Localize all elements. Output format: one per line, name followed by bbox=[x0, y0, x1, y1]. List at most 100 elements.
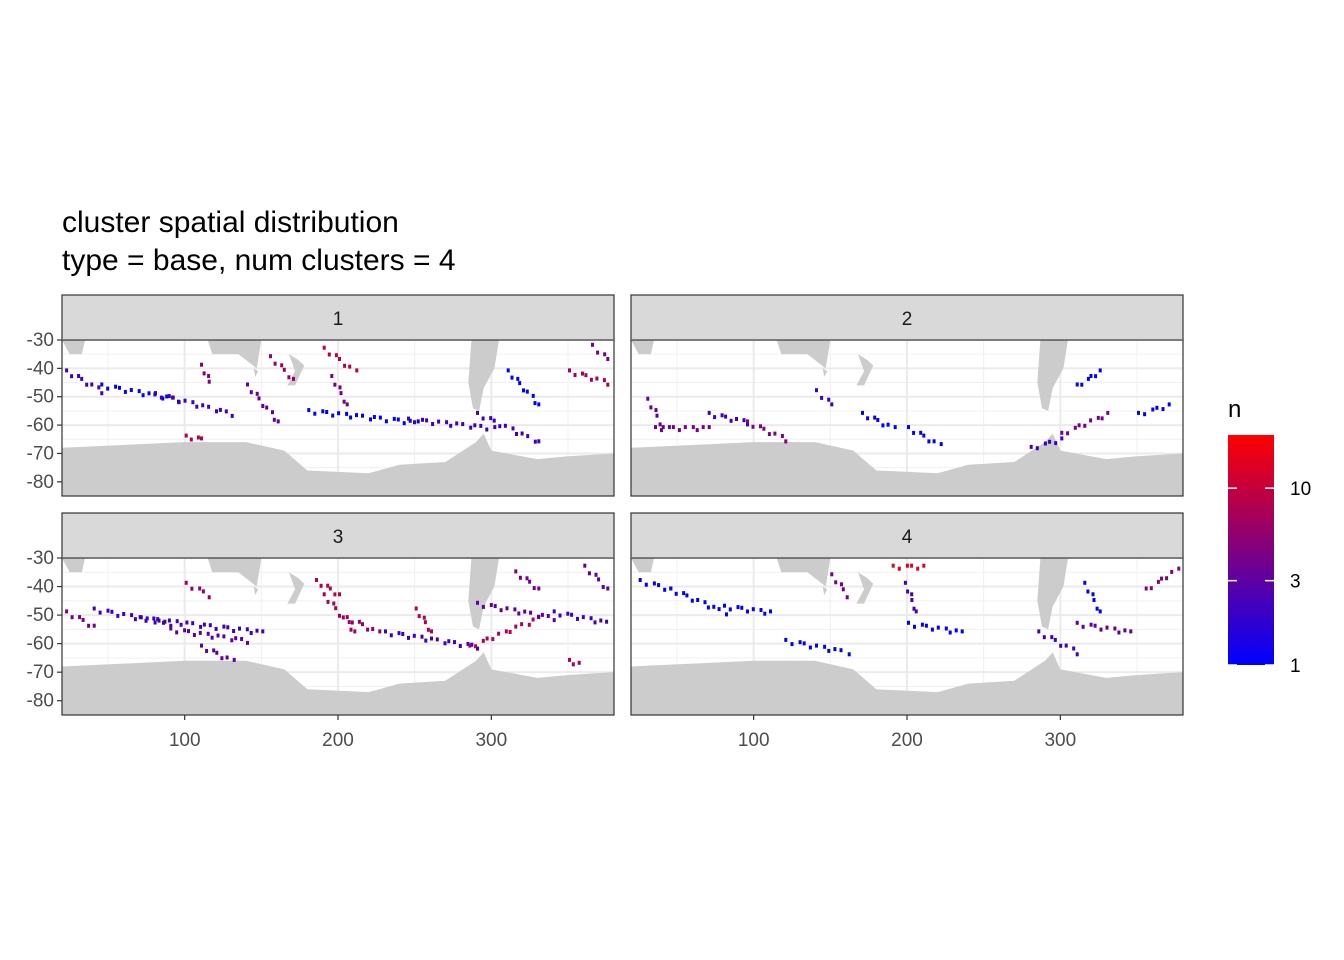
heatmap-tile bbox=[910, 592, 914, 597]
facet-strip-label: 3 bbox=[333, 527, 344, 548]
heatmap-tile bbox=[469, 425, 473, 430]
heatmap-tile bbox=[1117, 630, 1121, 635]
heatmap-tile bbox=[199, 624, 203, 629]
heatmap-tile bbox=[599, 618, 603, 623]
heatmap-tile bbox=[481, 416, 485, 421]
heatmap-tile bbox=[333, 592, 337, 597]
heatmap-tile bbox=[337, 411, 341, 416]
heatmap-tile bbox=[81, 617, 85, 622]
heatmap-tile bbox=[421, 417, 424, 422]
heatmap-tile bbox=[1106, 410, 1110, 415]
heatmap-tile bbox=[265, 405, 269, 410]
land-polygon bbox=[1037, 558, 1068, 630]
heatmap-tile bbox=[198, 630, 202, 635]
heatmap-tile bbox=[529, 610, 533, 615]
heatmap-tile bbox=[528, 579, 532, 584]
heatmap-tile bbox=[378, 629, 382, 634]
heatmap-tile bbox=[654, 408, 658, 413]
heatmap-tile bbox=[1083, 580, 1087, 585]
heatmap-tile bbox=[1059, 643, 1063, 648]
heatmap-tile bbox=[712, 604, 716, 609]
heatmap-tile bbox=[369, 417, 372, 422]
heatmap-tile bbox=[210, 635, 214, 640]
heatmap-tile bbox=[153, 620, 157, 625]
heatmap-tile bbox=[397, 631, 401, 636]
heatmap-tile bbox=[205, 649, 209, 653]
heatmap-tile bbox=[202, 371, 206, 376]
heatmap-tile bbox=[1137, 410, 1140, 415]
heatmap-tile bbox=[531, 393, 535, 398]
heatmap-tile bbox=[827, 397, 831, 402]
heatmap-tile bbox=[341, 615, 345, 620]
heatmap-tile bbox=[225, 655, 229, 660]
heatmap-tile bbox=[784, 439, 788, 444]
heatmap-tile bbox=[201, 589, 205, 594]
x-tick-label: 100 bbox=[738, 730, 770, 751]
heatmap-tile bbox=[215, 650, 219, 655]
heatmap-tile bbox=[881, 423, 885, 428]
heatmap-tile bbox=[269, 354, 272, 359]
heatmap-tile bbox=[649, 405, 653, 410]
heatmap-tile bbox=[338, 385, 342, 390]
heatmap-tile bbox=[707, 410, 711, 415]
heatmap-tile bbox=[581, 371, 584, 376]
heatmap-tile bbox=[1151, 407, 1155, 412]
heatmap-tile bbox=[191, 621, 195, 626]
heatmap-tile bbox=[759, 424, 762, 429]
heatmap-tile bbox=[511, 426, 515, 431]
heatmap-tile bbox=[70, 374, 74, 379]
heatmap-tile bbox=[671, 425, 675, 430]
heatmap-tile bbox=[192, 633, 196, 637]
heatmap-tile bbox=[417, 614, 421, 619]
heatmap-tile bbox=[489, 603, 493, 607]
heatmap-tile bbox=[827, 648, 831, 653]
heatmap-tile bbox=[1167, 402, 1171, 407]
heatmap-tile bbox=[476, 410, 479, 415]
heatmap-tile bbox=[156, 617, 160, 622]
heatmap-tile bbox=[696, 598, 700, 602]
heatmap-tile bbox=[184, 433, 188, 438]
heatmap-tile bbox=[518, 575, 522, 580]
heatmap-tile bbox=[1165, 576, 1169, 581]
land-polygon bbox=[287, 354, 305, 386]
heatmap-tile bbox=[407, 416, 410, 421]
heatmap-tile bbox=[249, 631, 253, 635]
heatmap-tile bbox=[343, 363, 347, 368]
heatmap-tile bbox=[833, 647, 837, 652]
heatmap-tile bbox=[431, 422, 435, 426]
heatmap-tile bbox=[1073, 425, 1077, 430]
heatmap-tile bbox=[707, 425, 711, 430]
heatmap-tile bbox=[246, 382, 249, 387]
heatmap-tile bbox=[584, 373, 588, 378]
heatmap-tile bbox=[1149, 586, 1153, 591]
heatmap-tile bbox=[1091, 592, 1095, 597]
heatmap-tile bbox=[159, 395, 163, 400]
heatmap-tile bbox=[145, 616, 149, 621]
heatmap-tile bbox=[916, 566, 920, 571]
legend-break-label: 1 bbox=[1290, 656, 1301, 677]
heatmap-tile bbox=[581, 615, 585, 620]
land-mask bbox=[631, 558, 1183, 715]
y-tick-label: -60 bbox=[27, 415, 54, 436]
heatmap-tile bbox=[573, 373, 577, 377]
heatmap-tile bbox=[657, 583, 661, 588]
heatmap-tile bbox=[118, 385, 121, 390]
heatmap-tile bbox=[348, 364, 352, 369]
heatmap-tile bbox=[133, 617, 137, 622]
land-polygon bbox=[822, 586, 828, 596]
heatmap-tile bbox=[577, 660, 581, 665]
heatmap-tile bbox=[175, 619, 179, 624]
heatmap-tile bbox=[144, 618, 148, 623]
heatmap-tile bbox=[1089, 374, 1093, 378]
land-polygon bbox=[631, 340, 654, 355]
heatmap-tile bbox=[746, 609, 749, 614]
heatmap-tile bbox=[80, 376, 84, 381]
heatmap-tile bbox=[1144, 586, 1148, 591]
heatmap-tile bbox=[540, 612, 544, 617]
heatmap-tile bbox=[568, 368, 571, 373]
heatmap-tile bbox=[167, 394, 171, 399]
heatmap-tile bbox=[110, 609, 114, 614]
heatmap-tile bbox=[222, 634, 226, 639]
heatmap-tile bbox=[276, 419, 280, 424]
heatmap-tile bbox=[435, 637, 439, 642]
